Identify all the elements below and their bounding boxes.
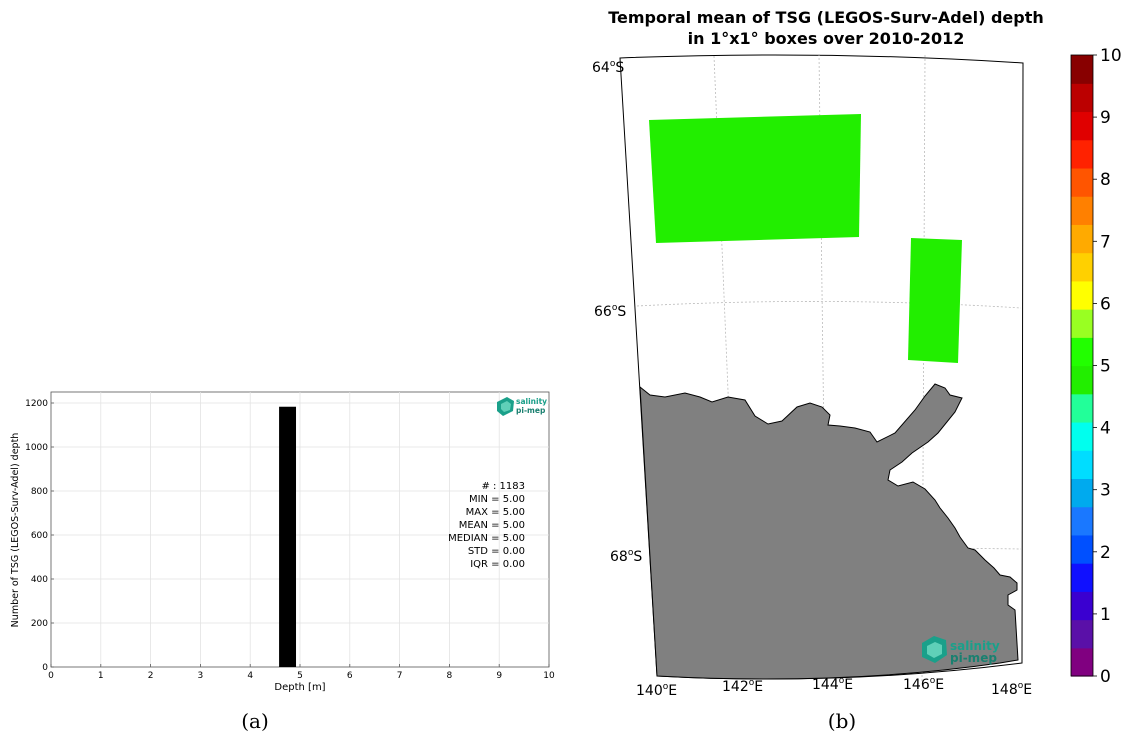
x-tick-label: 8 xyxy=(447,671,453,681)
colorbar-swatch xyxy=(1071,421,1093,451)
stats-box: # : 1183 MIN = 5.00 MAX = 5.00 MEAN = 5.… xyxy=(448,481,525,570)
lat-label-68: 68oS xyxy=(610,548,642,565)
colorbar-swatch xyxy=(1071,393,1093,423)
stat-max: MAX = 5.00 xyxy=(466,507,525,518)
data-cell xyxy=(908,238,962,363)
colorbar-tick-label: 8 xyxy=(1100,170,1111,190)
logo-text-line1: salinity xyxy=(516,397,547,406)
salinity-logo-icon-inner xyxy=(927,642,942,658)
colorbar-swatch xyxy=(1071,563,1093,592)
latitude-labels: 64oS 66oS 68oS xyxy=(592,59,642,565)
colorbar-swatch xyxy=(1071,506,1093,536)
x-tick-label: 1 xyxy=(98,671,104,681)
y-tick-label: 0 xyxy=(42,663,48,673)
colorbar-swatch xyxy=(1071,337,1093,367)
x-tick-label: 3 xyxy=(198,671,204,681)
colorbar-swatch xyxy=(1071,55,1093,84)
logo-small: salinity pi-mep xyxy=(497,397,547,416)
colorbar-tick-label: 10 xyxy=(1100,46,1122,66)
land-antarctica xyxy=(639,383,1019,680)
map-subtitle: in 1°x1° boxes over 2010-2012 xyxy=(688,29,965,48)
colorbar-tick-label: 7 xyxy=(1100,232,1111,252)
colorbar-swatch xyxy=(1071,252,1093,282)
colorbar-tick-label: 0 xyxy=(1100,667,1111,687)
x-tick-label: 4 xyxy=(247,671,253,681)
colorbar-tick-label: 1 xyxy=(1100,605,1111,625)
meridian-146 xyxy=(921,54,926,684)
y-axis-label: Number of TSG (LEGOS-Surv-Adel) depth xyxy=(10,433,21,628)
data-cell xyxy=(649,114,861,243)
colorbar-swatch xyxy=(1071,450,1093,480)
colorbar-tick-label: 4 xyxy=(1100,419,1111,439)
x-tick-label: 5 xyxy=(297,671,303,681)
colorbar-swatch xyxy=(1071,478,1093,508)
parallel-66 xyxy=(636,301,1022,309)
map-title: Temporal mean of TSG (LEGOS-Surv-Adel) d… xyxy=(608,8,1044,27)
colorbar-swatch xyxy=(1071,309,1093,338)
y-tick-labels: 0 200 400 600 800 1000 1200 xyxy=(25,399,48,673)
panel-label-b: (b) xyxy=(828,709,856,733)
colorbar-tick-label: 9 xyxy=(1100,108,1111,128)
stat-mean: MEAN = 5.00 xyxy=(459,520,525,531)
lon-label-146: 146oE xyxy=(903,676,944,693)
grid-lines xyxy=(50,392,550,668)
y-tick-label: 1200 xyxy=(25,399,48,409)
x-tick-label: 2 xyxy=(148,671,154,681)
lat-label-66: 66oS xyxy=(594,303,626,320)
logo-large: salinity pi-mep xyxy=(922,636,1000,665)
map-chart: Temporal mean of TSG (LEGOS-Surv-Adel) d… xyxy=(592,8,1122,699)
colorbar xyxy=(1070,54,1094,677)
lat-label-64: 64oS xyxy=(592,59,624,76)
y-tick-label: 200 xyxy=(31,619,48,629)
stat-median: MEDIAN = 5.00 xyxy=(448,533,525,544)
colorbar-swatch xyxy=(1071,167,1093,197)
x-tick-label: 6 xyxy=(347,671,353,681)
logo-text-line2: pi-mep xyxy=(950,651,997,665)
x-tick-label: 7 xyxy=(397,671,403,681)
x-tick-label: 10 xyxy=(543,671,555,681)
y-tick-label: 600 xyxy=(31,531,48,541)
colorbar-swatch xyxy=(1071,365,1093,395)
colorbar-tick-label: 6 xyxy=(1100,294,1111,314)
colorbar-swatch xyxy=(1071,534,1093,564)
colorbar-swatch xyxy=(1071,83,1093,113)
bar-group xyxy=(279,406,297,667)
colorbar-swatch xyxy=(1071,591,1093,621)
colorbar-swatch xyxy=(1071,196,1093,225)
stat-std: STD = 0.00 xyxy=(468,546,525,557)
stat-min: MIN = 5.00 xyxy=(469,494,525,505)
colorbar-swatch xyxy=(1071,224,1093,254)
histogram-chart: 0 1 2 3 4 5 6 7 8 9 10 0 200 400 600 800 1000 1200 Depth… xyxy=(10,391,555,693)
x-tick-label: 0 xyxy=(48,671,54,681)
colorbar-tick-labels: 0 1 2 3 4 5 6 7 8 9 10 xyxy=(1093,46,1122,687)
panel-label-a: (a) xyxy=(241,709,269,733)
x-tick-label: 9 xyxy=(496,671,502,681)
colorbar-tick-label: 5 xyxy=(1100,357,1111,377)
x-axis-label: Depth [m] xyxy=(274,682,325,693)
colorbar-swatch xyxy=(1071,111,1093,141)
y-tick-label: 400 xyxy=(31,575,48,585)
lon-label-142: 142oE xyxy=(722,678,763,695)
lon-label-140: 140oE xyxy=(636,682,677,699)
y-tick-label: 800 xyxy=(31,487,48,497)
x-tick-labels: 0 1 2 3 4 5 6 7 8 9 10 xyxy=(48,671,555,681)
stat-count: # : 1183 xyxy=(481,481,525,492)
colorbar-swatch xyxy=(1071,139,1093,169)
histogram-bar xyxy=(279,406,297,667)
logo-text-line2: pi-mep xyxy=(516,406,546,415)
logo-text-line1: salinity xyxy=(950,639,1000,653)
longitude-labels: 140oE 142oE 144oE 146oE 148oE xyxy=(636,676,1032,699)
stat-iqr: IQR = 0.00 xyxy=(470,559,525,570)
lon-label-148: 148oE xyxy=(991,681,1032,698)
colorbar-swatch xyxy=(1071,647,1093,677)
y-tick-label: 1000 xyxy=(25,443,48,453)
lon-label-144: 144oE xyxy=(812,676,853,693)
colorbar-swatch xyxy=(1071,619,1093,649)
salinity-logo-icon-inner xyxy=(501,401,511,412)
colorbar-tick-label: 3 xyxy=(1100,481,1111,501)
colorbar-tick-label: 2 xyxy=(1100,543,1111,563)
colorbar-swatch xyxy=(1071,280,1093,310)
